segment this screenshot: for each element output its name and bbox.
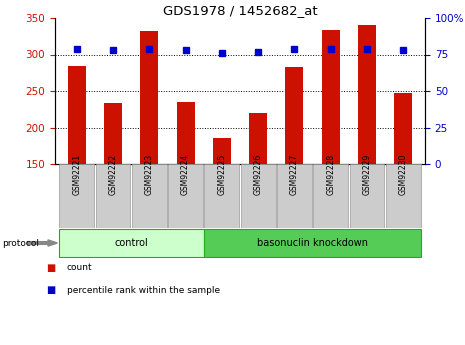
Bar <box>322 30 340 164</box>
Bar <box>286 67 304 164</box>
Text: GSM92227: GSM92227 <box>290 154 299 195</box>
Text: ■: ■ <box>46 263 55 273</box>
Bar <box>249 113 267 164</box>
Text: GSM92230: GSM92230 <box>399 153 408 195</box>
Text: GSM92221: GSM92221 <box>72 154 81 195</box>
Bar <box>350 164 385 228</box>
Bar <box>205 164 239 228</box>
Bar <box>213 138 231 164</box>
Bar <box>60 164 94 228</box>
Text: basonuclin knockdown: basonuclin knockdown <box>257 238 368 248</box>
Bar <box>241 164 276 228</box>
Text: GSM92228: GSM92228 <box>326 154 335 195</box>
Text: GSM92223: GSM92223 <box>145 154 154 195</box>
Bar <box>140 31 159 164</box>
Bar <box>313 164 348 228</box>
Bar <box>168 164 203 228</box>
Bar <box>68 66 86 164</box>
Bar <box>96 164 131 228</box>
Bar <box>177 102 195 164</box>
Text: ■: ■ <box>46 285 55 295</box>
Bar <box>358 25 376 164</box>
Text: GSM92222: GSM92222 <box>108 154 118 195</box>
Text: GSM92226: GSM92226 <box>253 154 263 195</box>
Bar <box>104 103 122 164</box>
Text: GSM92225: GSM92225 <box>217 154 226 195</box>
Text: GSM92224: GSM92224 <box>181 154 190 195</box>
Bar <box>386 164 421 228</box>
Text: count: count <box>66 264 92 273</box>
Bar <box>132 164 167 228</box>
Bar <box>394 93 412 164</box>
Text: GSM92229: GSM92229 <box>362 154 372 195</box>
Bar <box>277 164 312 228</box>
Bar <box>204 229 421 257</box>
Text: protocol: protocol <box>2 238 40 247</box>
Title: GDS1978 / 1452682_at: GDS1978 / 1452682_at <box>163 4 317 17</box>
Text: control: control <box>114 238 148 248</box>
Bar <box>59 229 204 257</box>
Text: percentile rank within the sample: percentile rank within the sample <box>66 286 220 295</box>
